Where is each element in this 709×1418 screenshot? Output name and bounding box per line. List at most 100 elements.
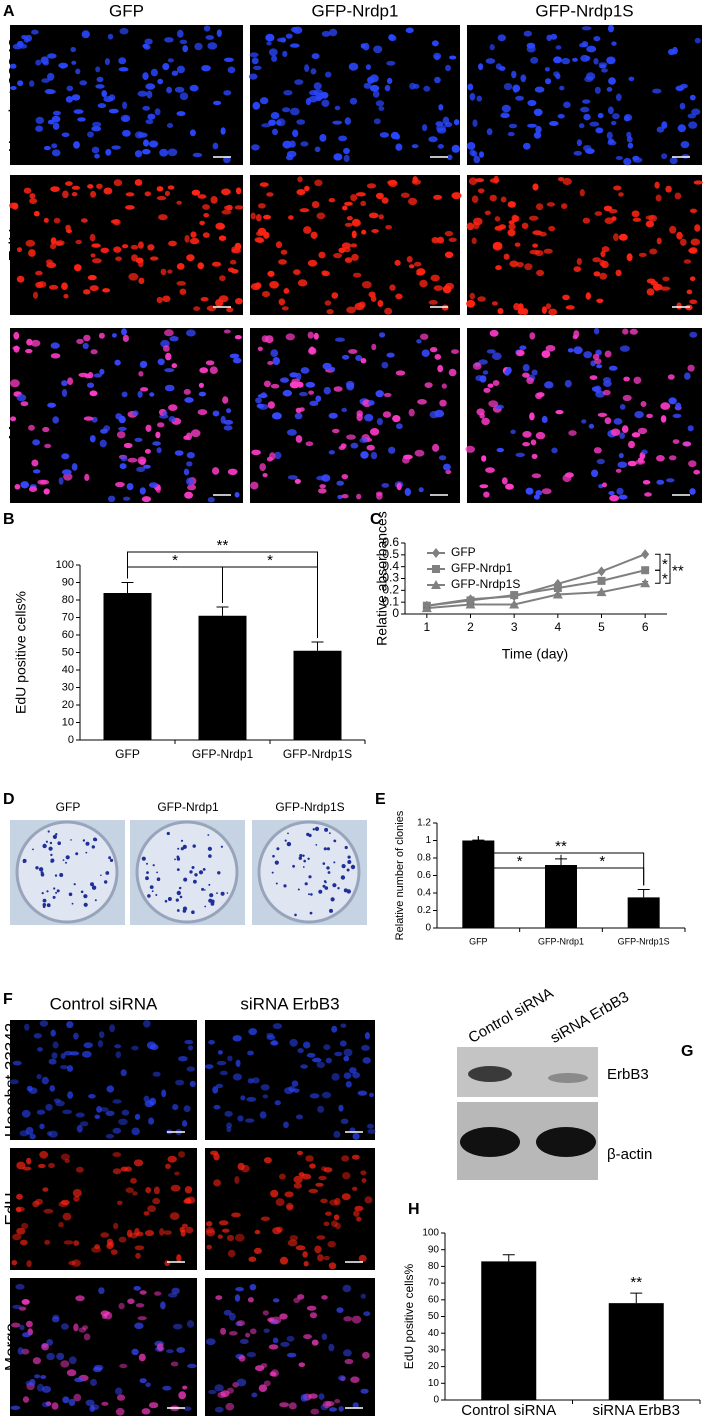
- nucleus: [190, 429, 201, 438]
- nucleus: [284, 1191, 294, 1198]
- significance: **: [630, 1274, 642, 1291]
- nucleus: [230, 269, 239, 274]
- nucleus: [268, 48, 278, 57]
- nucleus: [688, 121, 698, 129]
- nucleus: [61, 132, 70, 138]
- nucleus: [585, 55, 591, 61]
- nucleus: [376, 492, 383, 500]
- nucleus: [317, 1254, 324, 1262]
- y-axis-label: Relative absorbances: [374, 511, 390, 646]
- nucleus: [428, 300, 438, 305]
- nucleus: [83, 289, 91, 295]
- nucleus: [100, 1107, 109, 1112]
- nucleus: [212, 1086, 219, 1094]
- colony: [315, 844, 318, 846]
- nucleus: [599, 272, 608, 280]
- nucleus: [119, 1363, 128, 1369]
- y-tick-label: 0.4: [382, 559, 399, 573]
- nucleus: [221, 209, 232, 215]
- nucleus: [73, 1323, 79, 1332]
- nucleus: [42, 1187, 49, 1192]
- nucleus: [171, 363, 178, 369]
- nucleus: [334, 1197, 341, 1206]
- nucleus: [97, 1040, 104, 1048]
- nucleus: [650, 280, 658, 286]
- nucleus: [186, 452, 195, 459]
- colony: [83, 902, 88, 907]
- nucleus: [224, 1110, 233, 1117]
- nucleus: [114, 359, 121, 366]
- error-bar: [630, 1292, 643, 1304]
- nucleus: [138, 371, 144, 377]
- nucleus: [280, 249, 288, 255]
- nucleus: [130, 244, 139, 250]
- colony: [303, 859, 307, 863]
- nucleus: [656, 126, 665, 133]
- colony: [307, 857, 310, 860]
- nucleus: [45, 1401, 52, 1406]
- nucleus: [262, 291, 270, 298]
- nucleus: [581, 419, 587, 424]
- nucleus: [33, 1033, 42, 1039]
- colony: [83, 894, 88, 899]
- colony: [297, 888, 300, 891]
- nucleus: [411, 144, 419, 149]
- micrograph: [250, 25, 460, 165]
- nucleus: [295, 435, 303, 443]
- nucleus: [360, 43, 366, 49]
- nucleus: [11, 1233, 22, 1241]
- colony: [318, 889, 323, 894]
- colony: [217, 871, 221, 875]
- nucleus: [87, 274, 97, 281]
- nucleus: [353, 1210, 360, 1217]
- nucleus: [378, 106, 385, 111]
- nucleus: [83, 334, 91, 342]
- nucleus: [325, 71, 332, 78]
- nucleus: [527, 99, 537, 107]
- colony: [308, 893, 310, 896]
- colony: [93, 837, 97, 842]
- nucleus: [352, 1186, 358, 1191]
- colony: [347, 855, 351, 859]
- nucleus: [686, 289, 693, 295]
- nucleus: [341, 1193, 351, 1201]
- colony: [193, 879, 197, 884]
- colony: [347, 860, 352, 864]
- nucleus: [338, 1375, 346, 1381]
- y-tick-label: 0.2: [417, 905, 431, 916]
- nucleus: [136, 1231, 144, 1237]
- nucleus: [200, 297, 209, 302]
- nucleus: [694, 37, 701, 44]
- nucleus: [30, 339, 41, 347]
- nucleus: [131, 254, 138, 262]
- nucleus: [96, 1106, 103, 1113]
- x-tick-label: GFP-Nrdp1: [192, 747, 254, 761]
- nucleus: [367, 1129, 376, 1134]
- colony: [147, 894, 151, 898]
- colony: [49, 841, 53, 845]
- y-tick-label: 0: [433, 1395, 439, 1406]
- nucleus: [608, 106, 614, 115]
- colony: [337, 887, 340, 890]
- nucleus: [270, 1369, 279, 1377]
- nucleus: [51, 143, 58, 149]
- nucleus: [408, 408, 415, 417]
- nucleus: [601, 68, 608, 73]
- nucleus: [688, 460, 697, 468]
- nucleus: [207, 497, 215, 503]
- nucleus: [164, 1260, 171, 1267]
- nucleus: [212, 142, 219, 150]
- nucleus: [96, 183, 103, 189]
- nucleus: [149, 141, 158, 148]
- nucleus: [422, 124, 428, 132]
- nucleus: [37, 1163, 46, 1169]
- nucleus: [270, 349, 279, 357]
- nucleus: [437, 144, 444, 149]
- colony: [85, 851, 88, 854]
- bracket: [655, 569, 661, 584]
- nucleus: [61, 282, 68, 291]
- nucleus: [488, 400, 499, 408]
- nucleus: [565, 305, 575, 310]
- nucleus: [315, 395, 322, 402]
- nucleus: [526, 42, 536, 49]
